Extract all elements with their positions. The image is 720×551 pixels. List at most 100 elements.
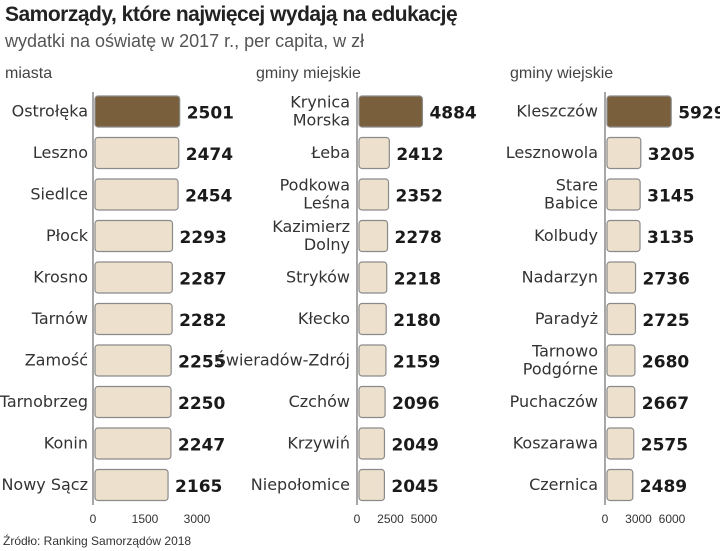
category-label-kazimierz-dolny: Kazimierz Dolny bbox=[272, 217, 350, 254]
value-label-konin: 2247 bbox=[178, 436, 225, 456]
value-label-niepolomice: 2045 bbox=[391, 477, 438, 497]
bar-zamosc bbox=[94, 344, 172, 377]
value-label-nadarzyn: 2736 bbox=[643, 270, 690, 290]
tick-label: 0 bbox=[354, 512, 361, 526]
bar-nowy-sacz bbox=[94, 468, 169, 502]
bar-swieradow-zdroj bbox=[358, 344, 387, 377]
category-label-lesznowola: Lesznowola bbox=[506, 143, 598, 162]
category-label-plock: Płock bbox=[46, 226, 89, 245]
panel-title-miasta: miasta bbox=[5, 65, 52, 82]
category-label-nowy-sacz: Nowy Sącz bbox=[1, 475, 88, 494]
value-label-swieradow-zdroj: 2159 bbox=[393, 353, 440, 373]
bar-siedlce bbox=[94, 178, 179, 211]
category-label-zamosc: Zamość bbox=[25, 351, 88, 370]
category-label-podkowa-lesna: Podkowa Leśna bbox=[280, 176, 350, 213]
value-label-podkowa-lesna: 2352 bbox=[396, 187, 443, 207]
tick-label: 6000 bbox=[659, 512, 686, 526]
value-label-nowy-sacz: 2165 bbox=[175, 477, 222, 497]
category-label-niepolomice: Niepołomice bbox=[251, 475, 350, 494]
value-label-leba: 2412 bbox=[396, 145, 443, 165]
category-label-ostroleka: Ostrołęka bbox=[12, 102, 88, 121]
tick-label: 3000 bbox=[625, 512, 652, 526]
value-label-klecko: 2180 bbox=[393, 311, 440, 331]
value-label-krynica-morska: 4884 bbox=[429, 104, 476, 124]
bar-plock bbox=[94, 219, 174, 253]
value-label-siedlce: 2454 bbox=[185, 187, 232, 207]
category-label-klecko: Kłecko bbox=[298, 309, 350, 328]
bar-krzywin bbox=[358, 427, 386, 460]
category-label-tarnow: Tarnów bbox=[31, 309, 88, 328]
category-label-stare-babice: Stare Babice bbox=[544, 176, 598, 213]
bar-ostroleka bbox=[94, 95, 181, 128]
category-label-leba: Łeba bbox=[310, 143, 350, 162]
value-label-koszarawa: 2575 bbox=[641, 436, 688, 456]
bar-kleszczow bbox=[606, 95, 672, 128]
category-label-krynica-morska: Krynica Morska bbox=[290, 93, 350, 130]
bar-paradyz bbox=[606, 302, 637, 336]
value-label-tarnobrzeg: 2250 bbox=[178, 394, 225, 414]
bar-tarnowo-podgorne bbox=[606, 344, 636, 377]
chart-title: Samorządy, które najwięcej wydają na edu… bbox=[5, 3, 458, 26]
value-label-tarnowo-podgorne: 2680 bbox=[642, 353, 689, 373]
bar-leba bbox=[358, 136, 390, 170]
value-label-czernica: 2489 bbox=[640, 477, 687, 497]
value-label-puchaczow: 2667 bbox=[642, 394, 689, 414]
category-label-puchaczow: Puchaczów bbox=[510, 392, 598, 411]
bar-klecko bbox=[358, 302, 387, 336]
source-note: Źródło: Ranking Samorządów 2018 bbox=[3, 534, 192, 548]
bar-tarnow bbox=[94, 302, 173, 336]
category-label-kolbudy: Kolbudy bbox=[534, 226, 598, 245]
category-label-tarnowo-podgorne: Tarnowo Podgórne bbox=[523, 342, 598, 379]
value-label-strykow: 2218 bbox=[394, 270, 441, 290]
bar-tarnobrzeg bbox=[94, 385, 172, 419]
value-label-czchow: 2096 bbox=[392, 394, 439, 414]
tick-label: 3000 bbox=[184, 512, 211, 526]
category-label-krosno: Krosno bbox=[33, 268, 88, 287]
value-label-plock: 2293 bbox=[179, 228, 226, 248]
bar-koszarawa bbox=[606, 427, 635, 460]
category-label-paradyz: Paradyż bbox=[535, 309, 598, 328]
value-label-kolbudy: 3135 bbox=[647, 228, 694, 248]
tick-label: 1500 bbox=[132, 512, 159, 526]
category-label-czernica: Czernica bbox=[529, 475, 598, 494]
category-label-konin: Konin bbox=[44, 434, 88, 453]
value-label-paradyz: 2725 bbox=[642, 311, 689, 331]
value-label-tarnow: 2282 bbox=[179, 311, 226, 331]
value-label-stare-babice: 3145 bbox=[647, 187, 694, 207]
value-label-lesznowola: 3205 bbox=[648, 145, 695, 165]
bar-podkowa-lesna bbox=[358, 178, 390, 211]
bar-stare-babice bbox=[606, 178, 641, 211]
value-label-zamosc: 2255 bbox=[178, 353, 225, 373]
category-label-strykow: Stryków bbox=[286, 268, 350, 287]
category-label-krzywin: Krzywiń bbox=[287, 434, 350, 453]
category-label-kleszczow: Kleszczów bbox=[516, 102, 598, 121]
bar-nadarzyn bbox=[606, 261, 637, 294]
category-label-swieradow-zdroj: Świeradów-Zdrój bbox=[216, 351, 350, 370]
value-label-krosno: 2287 bbox=[179, 270, 226, 290]
bar-lesznowola bbox=[606, 136, 642, 170]
bar-kolbudy bbox=[606, 219, 641, 253]
chart-subtitle: wydatki na oświatę w 2017 r., per capita… bbox=[5, 31, 365, 51]
bar-czernica bbox=[606, 468, 634, 502]
bar-czchow bbox=[358, 385, 386, 419]
value-label-kleszczow: 5929 bbox=[678, 104, 720, 124]
value-label-ostroleka: 2501 bbox=[187, 104, 234, 124]
bar-niepolomice bbox=[358, 468, 386, 502]
tick-label: 2500 bbox=[377, 512, 404, 526]
bar-leszno bbox=[94, 136, 180, 170]
bar-krosno bbox=[94, 261, 173, 294]
value-label-leszno: 2474 bbox=[186, 145, 233, 165]
bar-krynica-morska bbox=[358, 95, 424, 128]
category-label-nadarzyn: Nadarzyn bbox=[522, 268, 598, 287]
bar-puchaczow bbox=[606, 385, 636, 419]
category-label-czchow: Czchów bbox=[289, 392, 350, 411]
tick-label: 5000 bbox=[411, 512, 438, 526]
category-label-siedlce: Siedlce bbox=[30, 185, 88, 204]
value-label-krzywin: 2049 bbox=[391, 436, 438, 456]
bar-konin bbox=[94, 427, 172, 460]
value-label-kazimierz-dolny: 2278 bbox=[395, 228, 442, 248]
panel-title-gminy-wiejskie: gminy wiejskie bbox=[510, 65, 613, 82]
category-label-koszarawa: Koszarawa bbox=[513, 434, 598, 453]
tick-label: 0 bbox=[602, 512, 609, 526]
